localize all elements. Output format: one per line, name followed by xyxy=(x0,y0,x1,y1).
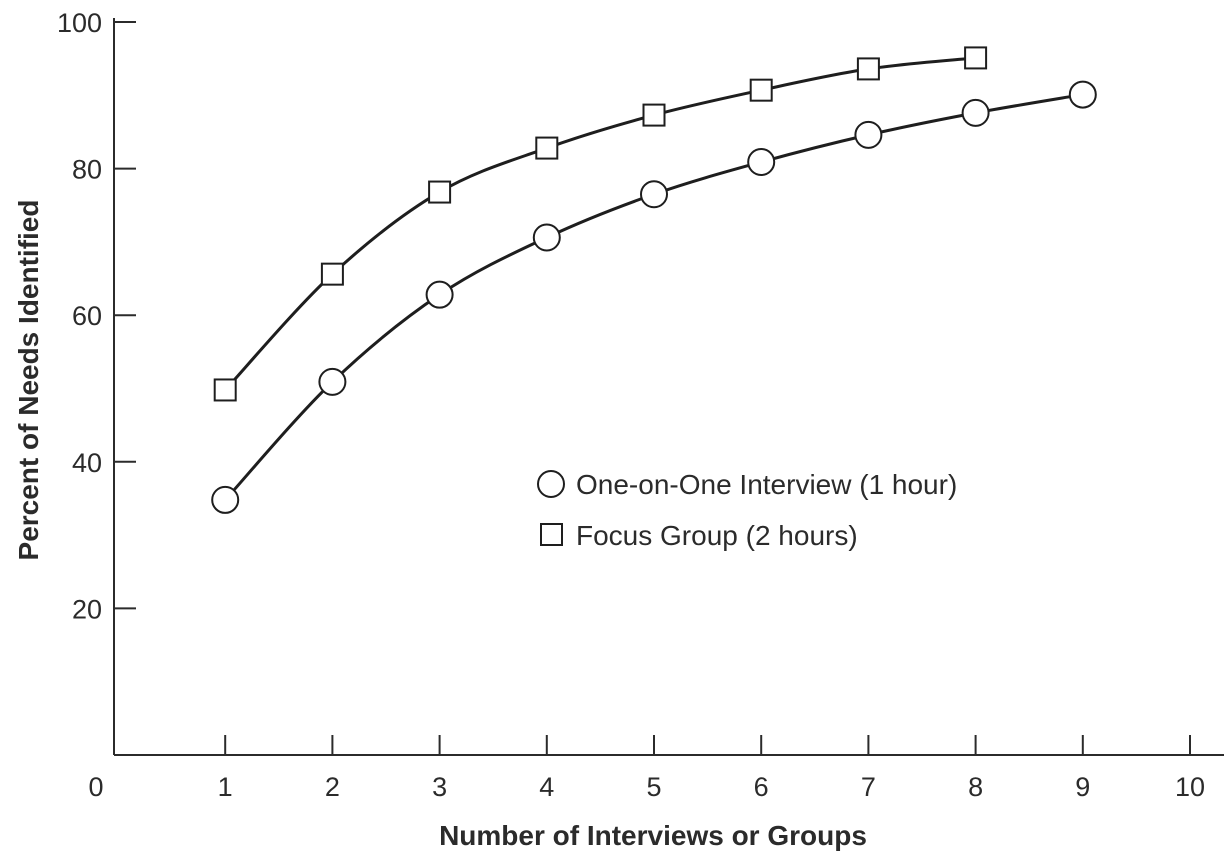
x-tick-label: 5 xyxy=(646,772,661,802)
series-line-interview xyxy=(224,93,1084,501)
x-axis-title: Number of Interviews or Groups xyxy=(439,820,867,851)
focus-group-data-point xyxy=(856,57,880,81)
x-tick-label: 10 xyxy=(1175,772,1205,802)
interview-data-point xyxy=(1068,80,1097,109)
x-tick-label: 4 xyxy=(539,772,554,802)
focus-group-data-point xyxy=(535,136,559,160)
focus-group-data-point xyxy=(428,180,452,204)
interview-data-point xyxy=(425,280,454,309)
x-tick-label: 1 xyxy=(218,772,233,802)
legend-label-focus-group: Focus Group (2 hours) xyxy=(576,520,858,551)
interview-data-point xyxy=(640,180,668,209)
axes xyxy=(113,18,1224,756)
y-tick-label: 100 xyxy=(57,8,102,38)
legend: One-on-One Interview (1 hour) Focus Grou… xyxy=(537,469,957,551)
legend-label-interview: One-on-One Interview (1 hour) xyxy=(576,469,957,500)
legend-square-marker xyxy=(540,523,563,546)
focus-group-data-point xyxy=(749,78,773,102)
x-tick-label: 9 xyxy=(1075,772,1090,802)
y-ticks: 20 40 60 80 100 xyxy=(57,8,136,624)
x-ticks: 0 1 2 3 4 5 6 7 8 9 10 xyxy=(88,735,1205,802)
series-layer xyxy=(211,46,1097,514)
interview-data-point xyxy=(211,485,240,514)
y-tick-label: 20 xyxy=(72,594,102,624)
series-line-focus-group xyxy=(224,56,976,391)
y-axis-title: Percent of Needs Identified xyxy=(13,200,44,561)
x-tick-label: 7 xyxy=(861,772,876,802)
focus-group-data-point xyxy=(642,103,666,127)
x-tick-label: 2 xyxy=(325,772,340,802)
y-tick-label: 80 xyxy=(72,155,102,185)
x-tick-label: 8 xyxy=(968,772,983,802)
focus-group-data-point xyxy=(320,262,344,286)
x-tick-label: 3 xyxy=(432,772,447,802)
interview-data-point xyxy=(747,148,776,177)
interview-data-point xyxy=(532,223,561,252)
y-tick-label: 40 xyxy=(72,448,102,478)
interview-data-point xyxy=(318,367,347,396)
y-tick-label: 60 xyxy=(72,301,102,331)
interview-data-point xyxy=(961,98,990,127)
focus-group-data-point xyxy=(213,378,237,402)
focus-group-data-point xyxy=(964,46,988,70)
x-tick-label: 6 xyxy=(754,772,769,802)
x-tick-label: 0 xyxy=(88,772,103,802)
interview-data-point xyxy=(854,120,883,149)
legend-circle-marker xyxy=(537,470,565,498)
